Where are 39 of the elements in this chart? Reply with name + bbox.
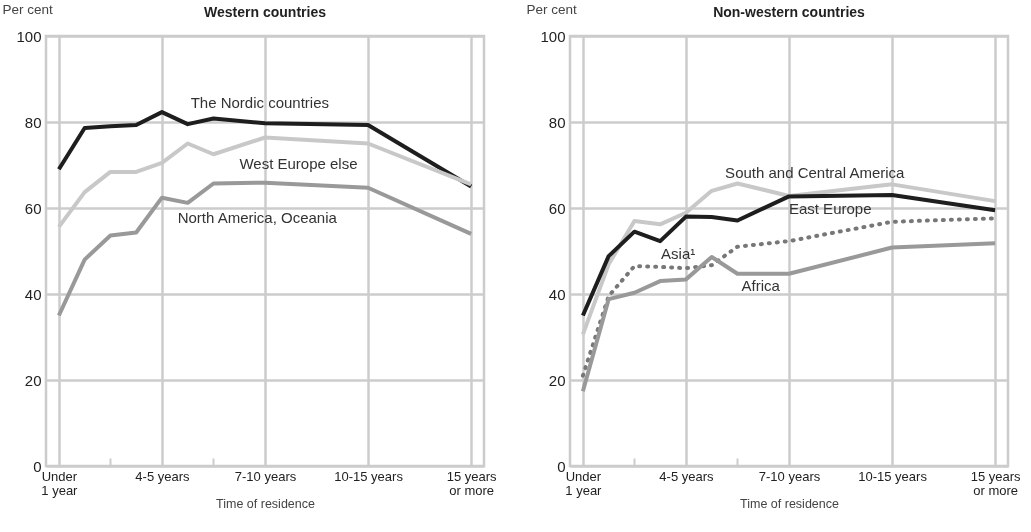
line-series — [56, 180, 474, 318]
x-tick-label: 10-15 years — [334, 468, 404, 484]
x-tick-label: 7-10 years — [758, 468, 821, 484]
x-axis-title: Time of residence — [216, 496, 315, 511]
y-tick-label: 20 — [548, 371, 566, 389]
x-tick-label: 4-5 years — [659, 468, 715, 484]
y-tick-label: 0 — [33, 457, 42, 475]
x-tick-label: 10-15 years — [858, 468, 928, 484]
x-tick-label: 15 years or more — [970, 468, 1022, 498]
chart-title: Western countries — [204, 4, 327, 20]
series-label: Africa — [741, 276, 781, 294]
series-label: West Europe else — [239, 155, 358, 173]
x-tick-label: 4-5 years — [135, 468, 191, 484]
y-axis-title: Per cent — [526, 1, 578, 17]
line-series — [56, 110, 474, 189]
y-tick-label: 100 — [16, 27, 42, 45]
series-label: North America, Oceania — [177, 208, 338, 226]
x-tick-label: 15 years or more — [446, 468, 498, 498]
line-series — [580, 241, 998, 394]
y-tick-label: 20 — [24, 371, 42, 389]
series-label: The Nordic countries — [190, 93, 330, 111]
y-tick-label: 60 — [24, 199, 42, 217]
y-tick-label: 40 — [24, 285, 42, 303]
x-tick-label: Under 1 year — [565, 468, 603, 498]
y-tick-label: 80 — [548, 113, 566, 131]
x-tick-label: 7-10 years — [234, 468, 297, 484]
y-tick-label: 0 — [557, 457, 566, 475]
y-tick-label: 80 — [24, 113, 42, 131]
y-tick-label: 60 — [548, 199, 566, 217]
y-tick-label: 40 — [548, 285, 566, 303]
y-tick-label: 100 — [540, 27, 566, 45]
line-series — [580, 193, 998, 318]
series-label: East Europe — [788, 200, 872, 218]
series-label: Asia¹ — [661, 245, 696, 263]
chart-title: Non-western countries — [713, 4, 866, 20]
y-axis-title: Per cent — [2, 1, 54, 17]
x-axis-title: Time of residence — [740, 496, 839, 511]
x-tick-label: Under 1 year — [41, 468, 79, 498]
series-label: South and Central America — [725, 163, 906, 181]
